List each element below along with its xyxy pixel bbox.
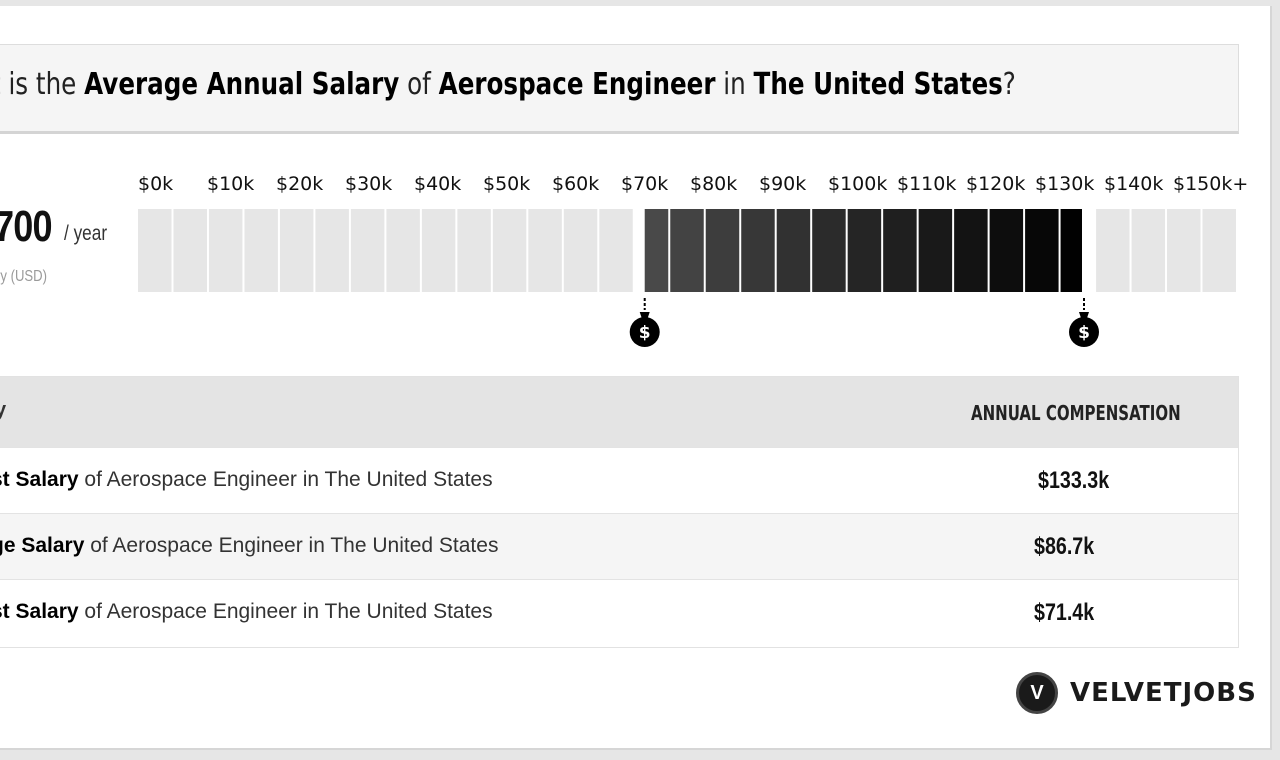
svg-text:$: $ [639,323,651,343]
range-segment [457,209,491,292]
svg-text:$: $ [1078,323,1090,343]
salary-subtitle: ry (USD) [0,268,48,285]
range-segment [386,209,420,292]
tick-label: $150k+ [1173,173,1248,195]
row-description: st Salary of Aerospace Engineer in The U… [0,468,493,492]
row-label-rest: of Aerospace Engineer in The United Stat… [78,468,493,491]
range-segment [1202,209,1236,292]
range-segment [315,209,349,292]
header-annual-compensation: ANNUAL COMPENSATION [971,401,1181,425]
title-part: in [715,67,754,102]
page-title: t is the Average Annual Salary of Aerosp… [0,67,1016,102]
range-segment [644,209,669,292]
title-banner: t is the Average Annual Salary of Aerosp… [0,44,1239,134]
velvetjobs-logo-icon: V [1016,672,1058,714]
salary-unit: / year [64,222,108,245]
range-segment [1025,209,1059,292]
row-description: st Salary of Aerospace Engineer in The U… [0,600,493,624]
range-segment [350,209,385,292]
title-bold-job: Aerospace Engineer [438,67,716,102]
range-segment [1167,209,1201,292]
tick-label: $20k [276,173,323,195]
table-row: st Salary of Aerospace Engineer in The U… [0,579,1238,646]
range-segment [1096,209,1130,292]
table-header: y ANNUAL COMPENSATION [0,377,1238,447]
low-salary-marker: $ [629,298,660,347]
row-value: $86.7k [1034,533,1095,560]
range-segment [279,209,314,292]
row-label-rest: of Aerospace Engineer in The United Stat… [78,600,493,623]
row-label-bold: ge Salary [0,534,85,557]
brand-logo[interactable]: V VELVETJOBS [1016,668,1257,718]
money-bag-icon: $ [629,312,660,347]
range-segment [528,209,562,292]
tick-label: $140k [1104,173,1163,195]
range-segment [670,209,704,292]
range-segment [599,209,633,292]
row-label-rest: of Aerospace Engineer in The United Stat… [84,534,499,557]
high-salary-marker: $ [1069,298,1099,347]
tick-label: $120k [966,173,1025,195]
range-segment [847,209,882,292]
range-segment [989,209,1024,292]
range-segment [492,209,527,292]
range-segment [563,209,598,292]
tick-label: $50k [483,173,530,195]
range-segment [421,209,456,292]
tick-label: $60k [552,173,599,195]
range-segment [138,209,172,292]
range-segment [812,209,846,292]
salary-card: t is the Average Annual Salary of Aerosp… [0,6,1272,750]
tick-label: $40k [414,173,461,195]
tick-label: $30k [345,173,392,195]
row-value: $133.3k [1038,467,1110,494]
title-part: t is the [0,67,85,102]
compensation-table: y ANNUAL COMPENSATION st Salary of Aeros… [0,376,1239,648]
row-value: $71.4k [1034,599,1095,626]
tick-label: $100k [828,173,887,195]
brand-name: VELVETJOBS [1070,678,1257,708]
range-segment [1131,209,1166,292]
salary-range-chart: $0k $10k $20k $30k $40k $50k $60k $70k $80k $90k $… [138,173,1248,347]
tick-label: $0k [138,173,173,195]
tick-label: $10k [207,173,254,195]
table-row: ge Salary of Aerospace Engineer in The U… [0,513,1238,580]
range-segment [954,209,988,292]
range-segment [883,209,917,292]
title-part: ? [1002,67,1016,102]
range-segment [173,209,207,292]
title-bold-location: The United States [753,67,1003,102]
title-part: of [399,67,439,102]
range-segment [208,209,243,292]
header-label: y [0,399,6,422]
table-row: st Salary of Aerospace Engineer in The U… [0,447,1238,514]
range-segment [244,209,278,292]
tick-label: $110k [897,173,956,195]
range-segment [918,209,953,292]
tick-label: $80k [690,173,737,195]
title-bold-salary: Average Annual Salary [84,67,400,102]
range-segment [741,209,775,292]
tick-label: $90k [759,173,806,195]
tick-label: $70k [621,173,668,195]
row-label-bold: st Salary [0,468,79,491]
range-segment [705,209,740,292]
row-description: ge Salary of Aerospace Engineer in The U… [0,534,498,558]
tick-label: $130k [1035,173,1094,195]
row-label-bold: st Salary [0,600,79,623]
range-segment [776,209,811,292]
average-salary-value: 700 [0,202,53,251]
range-segment [1060,209,1082,292]
money-bag-icon: $ [1069,312,1099,347]
